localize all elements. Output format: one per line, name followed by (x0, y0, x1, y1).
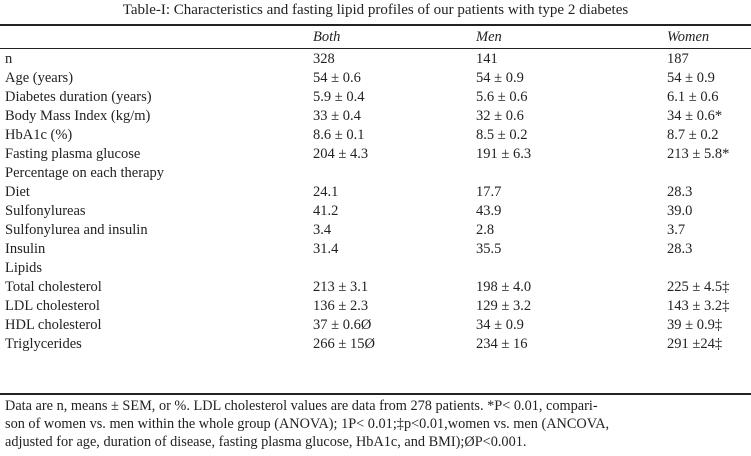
cell-women: 143 ± 3.2‡ (667, 298, 730, 314)
table-body: n 328 141 187 Age (years) 54 ± 0.6 54 ± 0.9 54 … (0, 50, 751, 354)
row-label: Sulfonylurea and insulin (5, 222, 148, 238)
table-row: Fasting plasma glucose 204 ± 4.3 191 ± 6.3… (0, 145, 751, 164)
cell-women: 54 ± 0.9 (667, 70, 715, 86)
row-label: Body Mass Index (kg/m) (5, 108, 151, 124)
row-label: Diabetes duration (years) (5, 89, 152, 105)
cell-men: 32 ± 0.6 (476, 108, 524, 124)
table-row: Sulfonylureas 41.2 43.9 39.0 (0, 202, 751, 221)
cell-both: 213 ± 3.1 (313, 279, 369, 295)
table-row: n 328 141 187 (0, 50, 751, 69)
cell-men: 234 ± 16 (476, 336, 528, 352)
table-footnote: Data are n, means ± SEM, or %. LDL chole… (5, 397, 750, 451)
cell-men: 191 ± 6.3 (476, 146, 532, 162)
cell-women: 28.3 (667, 241, 693, 257)
cell-men: 198 ± 4.0 (476, 279, 532, 295)
table-row: Diabetes duration (years) 5.9 ± 0.4 5.6 ± … (0, 88, 751, 107)
table-row: Triglycerides 266 ± 15Ø 234 ± 16 291 ±24‡ (0, 335, 751, 354)
cell-both: 328 (313, 51, 335, 67)
cell-both: 41.2 (313, 203, 339, 219)
cell-men: 54 ± 0.9 (476, 70, 524, 86)
row-label: HbA1c (%) (5, 127, 73, 143)
cell-both: 5.9 ± 0.4 (313, 89, 365, 105)
table-row: Insulin 31.4 35.5 28.3 (0, 240, 751, 259)
column-header-women: Women (667, 29, 710, 45)
row-label: Total cholesterol (5, 279, 102, 295)
cell-both: 204 ± 4.3 (313, 146, 369, 162)
cell-women: 6.1 ± 0.6 (667, 89, 719, 105)
row-label: Sulfonylureas (5, 203, 86, 219)
cell-men: 35.5 (476, 241, 502, 257)
row-label: Age (years) (5, 70, 74, 86)
cell-both: 37 ± 0.6Ø (313, 317, 372, 333)
top-rule (0, 24, 751, 26)
table-row: Body Mass Index (kg/m) 33 ± 0.4 32 ± 0.6 34… (0, 107, 751, 126)
cell-men: 8.5 ± 0.2 (476, 127, 528, 143)
row-label: n (5, 51, 13, 67)
cell-women: 291 ±24‡ (667, 336, 723, 352)
table-row: HDL cholesterol 37 ± 0.6Ø 34 ± 0.9 39 ± 0.9… (0, 316, 751, 335)
cell-women: 8.7 ± 0.2 (667, 127, 719, 143)
table-title: Table-I: Characteristics and fasting lip… (122, 2, 629, 18)
cell-both: 8.6 ± 0.1 (313, 127, 365, 143)
row-label: Insulin (5, 241, 46, 257)
row-label: Fasting plasma glucose (5, 146, 141, 162)
cell-women: 28.3 (667, 184, 693, 200)
cell-women: 213 ± 5.8* (667, 146, 730, 162)
footnote-line: adjusted for age, duration of disease, f… (5, 434, 527, 450)
cell-men: 5.6 ± 0.6 (476, 89, 528, 105)
row-label: LDL cholesterol (5, 298, 100, 314)
footnote-line: son of women vs. men within the whole gr… (5, 416, 610, 432)
cell-men: 129 ± 3.2 (476, 298, 532, 314)
cell-women: 34 ± 0.6* (667, 108, 723, 124)
cell-both: 3.4 (313, 222, 332, 238)
table-row: HbA1c (%) 8.6 ± 0.1 8.5 ± 0.2 8.7 ± 0.2 (0, 126, 751, 145)
column-header-both: Both (313, 29, 341, 45)
table-row: Total cholesterol 213 ± 3.1 198 ± 4.0 225 ±… (0, 278, 751, 297)
table-row: Lipids (0, 259, 751, 278)
bottom-rule (0, 393, 751, 395)
cell-men: 43.9 (476, 203, 502, 219)
cell-both: 54 ± 0.6 (313, 70, 361, 86)
header-rule (0, 48, 751, 49)
row-label: Diet (5, 184, 30, 200)
cell-women: 225 ± 4.5‡ (667, 279, 730, 295)
row-label: Lipids (5, 260, 43, 276)
column-header-men: Men (476, 29, 502, 45)
cell-women: 3.7 (667, 222, 686, 238)
row-label: Triglycerides (5, 336, 82, 352)
cell-both: 31.4 (313, 241, 339, 257)
cell-both: 266 ± 15Ø (313, 336, 375, 352)
table-row: LDL cholesterol 136 ± 2.3 129 ± 3.2 143 ± 3… (0, 297, 751, 316)
table-row: Sulfonylurea and insulin 3.4 2.8 3.7 (0, 221, 751, 240)
row-label: Percentage on each therapy (5, 165, 165, 181)
cell-men: 141 (476, 51, 498, 67)
cell-both: 33 ± 0.4 (313, 108, 361, 124)
cell-both: 136 ± 2.3 (313, 298, 369, 314)
table-row: Diet 24.1 17.7 28.3 (0, 183, 751, 202)
cell-women: 39.0 (667, 203, 693, 219)
cell-men: 2.8 (476, 222, 495, 238)
table-row: Percentage on each therapy (0, 164, 751, 183)
cell-men: 34 ± 0.9 (476, 317, 524, 333)
row-label: HDL cholesterol (5, 317, 102, 333)
cell-women: 187 (667, 51, 689, 67)
table-row: Age (years) 54 ± 0.6 54 ± 0.9 54 ± 0.9 (0, 69, 751, 88)
cell-women: 39 ± 0.9‡ (667, 317, 723, 333)
cell-men: 17.7 (476, 184, 502, 200)
cell-both: 24.1 (313, 184, 339, 200)
footnote-line: Data are n, means ± SEM, or %. LDL chole… (5, 398, 598, 414)
